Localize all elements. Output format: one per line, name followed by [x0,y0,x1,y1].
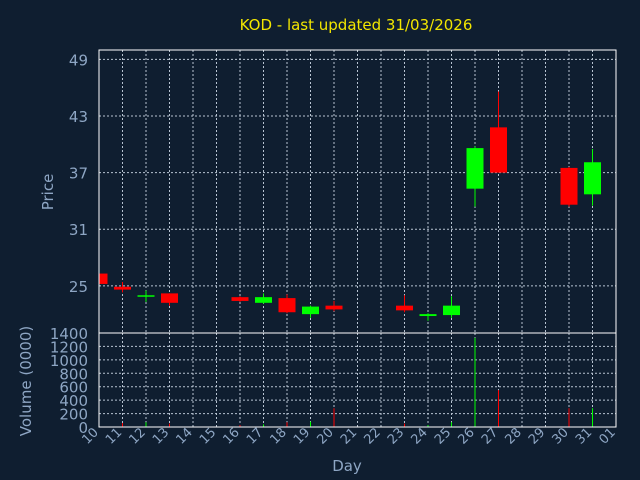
volume-tick-label: 400 [59,392,88,410]
x-tick-label: 15 [197,425,219,447]
price-axis-label: Price [39,174,57,211]
x-tick-label: 25 [432,425,454,447]
candle-body [137,295,155,297]
price-tick-label: 31 [69,221,88,239]
price-tick-label: 43 [69,108,88,126]
x-tick-label: 14 [174,425,196,447]
chart-title: KOD - last updated 31/03/2026 [240,16,473,34]
x-tick-label: 23 [385,425,407,447]
x-tick-label: 11 [103,425,125,447]
x-tick-label: 20 [315,425,337,447]
volume-tick-label: 1400 [50,325,88,343]
candle-body [443,305,460,316]
candle-body [490,127,507,173]
candle-body [231,297,249,301]
candle-body [325,305,343,310]
volume-tick-label: 1200 [50,338,88,356]
x-tick-label: 16 [221,425,243,447]
candle-body [466,148,484,189]
candle-body [302,306,319,315]
x-axis-label: Day [332,457,362,475]
candle-body [396,305,413,311]
x-tick-label: 12 [127,425,149,447]
candle-body [278,298,296,313]
x-tick-label: 31 [573,425,595,447]
volume-tick-label: 600 [59,379,88,397]
x-tick-label: 29 [526,425,548,447]
x-tick-label: 17 [244,425,266,447]
x-tick-label: 18 [268,425,290,447]
candle-body [584,162,601,195]
candle-body [99,273,108,284]
x-tick-label: 30 [550,425,572,447]
x-tick-label: 22 [362,425,384,447]
price-tick-label: 37 [69,165,88,183]
x-tick-label: 26 [456,425,478,447]
x-tick-label: 19 [291,425,313,447]
x-tick-label: 13 [150,425,172,447]
volume-panel-frame [98,332,617,428]
volume-axis-label: Volume (0000) [17,326,35,436]
candle-body [114,286,131,290]
candle-body [560,167,578,205]
volume-tick-label: 0 [78,419,88,437]
x-tick-label: 27 [479,425,501,447]
volume-tick-label: 1000 [50,352,88,370]
price-tick-label: 49 [69,51,88,69]
x-tick-label: 24 [409,425,431,447]
candle-body [419,314,437,317]
volume-tick-label: 200 [59,406,88,424]
x-tick-label: 01 [597,425,619,447]
candle-body [161,293,178,303]
volume-tick-label: 800 [59,365,88,383]
x-tick-label: 21 [338,425,360,447]
x-tick-label: 28 [503,425,525,447]
price-tick-label: 25 [69,278,88,296]
candle-body [255,297,272,303]
